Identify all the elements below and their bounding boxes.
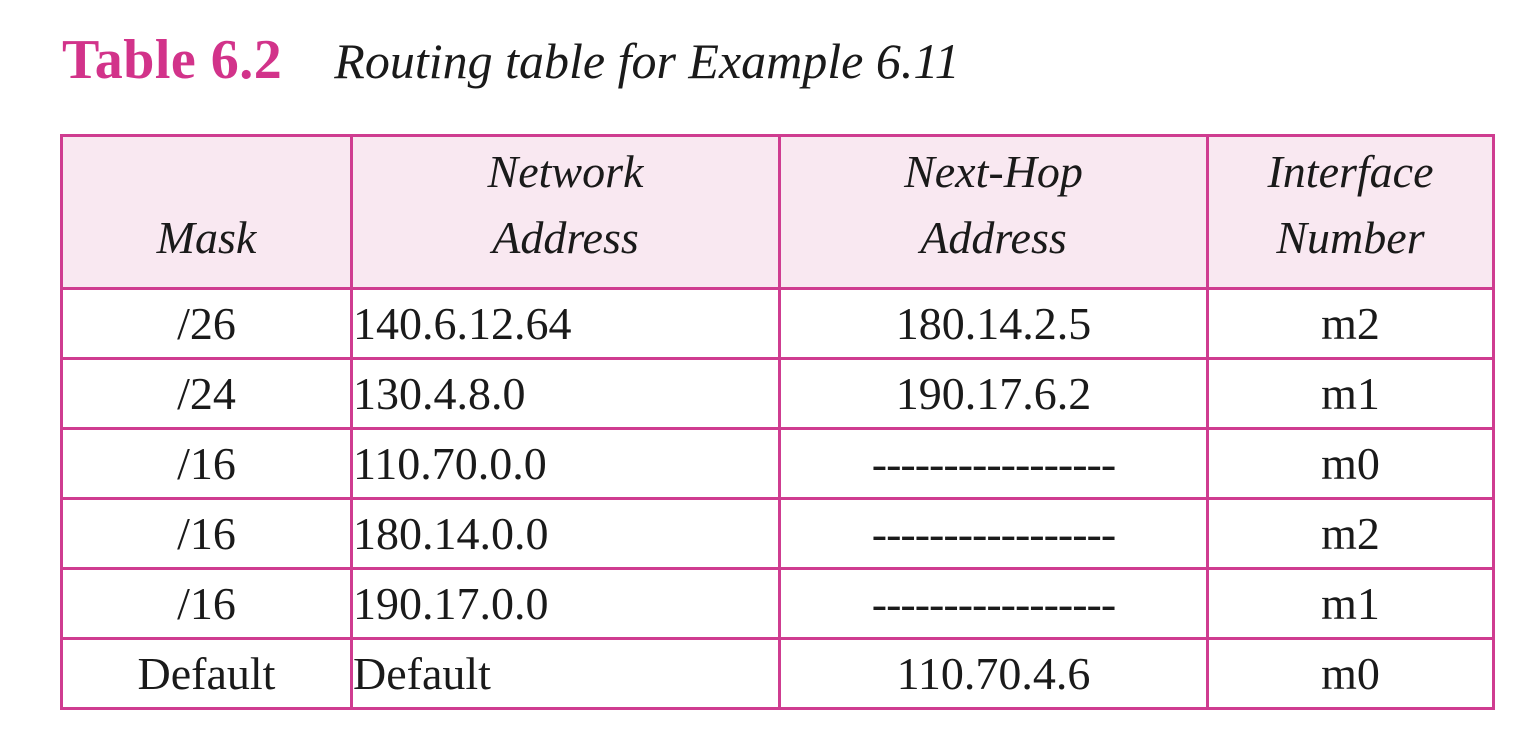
header-network-address: Network Address <box>350 134 781 290</box>
table-number: Table 6.2 <box>62 29 283 91</box>
header-interface-line2: Number <box>1276 212 1425 263</box>
table-body: /26 140.6.12.64 180.14.2.5 m2 /24 130.4.… <box>60 287 1495 710</box>
table-row: Default Default 110.70.4.6 m0 <box>60 637 1495 710</box>
header-next-hop-address: Next-Hop Address <box>778 134 1209 290</box>
cell-next-hop-address: 180.14.2.5 <box>778 287 1209 360</box>
cell-mask: Default <box>60 637 353 710</box>
header-interface-line1: Interface <box>1267 146 1434 197</box>
table-row: /26 140.6.12.64 180.14.2.5 m2 <box>60 287 1495 360</box>
header-network-line2: Address <box>492 212 639 263</box>
cell-network-address: Default <box>350 637 781 710</box>
cell-network-address: 190.17.0.0 <box>350 567 781 640</box>
table-row: /16 180.14.0.0 ----------------- m2 <box>60 497 1495 570</box>
table-row: /16 190.17.0.0 ----------------- m1 <box>60 567 1495 640</box>
cell-next-hop-address: ----------------- <box>778 497 1209 570</box>
header-mask: Mask <box>60 134 353 290</box>
cell-network-address: 110.70.0.0 <box>350 427 781 500</box>
header-next-hop-line1: Next-Hop <box>904 146 1083 197</box>
header-row: Mask Network Address Next-Hop Address In… <box>60 134 1495 290</box>
cell-next-hop-address: 110.70.4.6 <box>778 637 1209 710</box>
cell-network-address: 140.6.12.64 <box>350 287 781 360</box>
table-caption: Table 6.2 Routing table for Example 6.11 <box>62 28 960 108</box>
header-interface-number: Interface Number <box>1206 134 1495 290</box>
header-mask-line1 <box>63 139 350 205</box>
cell-interface-number: m0 <box>1206 637 1495 710</box>
cell-mask: /26 <box>60 287 353 360</box>
cell-network-address: 180.14.0.0 <box>350 497 781 570</box>
cell-interface-number: m2 <box>1206 287 1495 360</box>
cell-interface-number: m0 <box>1206 427 1495 500</box>
cell-next-hop-address: 190.17.6.2 <box>778 357 1209 430</box>
header-next-hop-line2: Address <box>920 212 1067 263</box>
cell-mask: /16 <box>60 567 353 640</box>
header-mask-line2: Mask <box>156 212 257 263</box>
cell-next-hop-address: ----------------- <box>778 567 1209 640</box>
routing-table: Mask Network Address Next-Hop Address In… <box>60 134 1495 710</box>
cell-interface-number: m1 <box>1206 357 1495 430</box>
header-network-line1: Network <box>487 146 644 197</box>
cell-mask: /16 <box>60 427 353 500</box>
table-row: /16 110.70.0.0 ----------------- m0 <box>60 427 1495 500</box>
cell-next-hop-address: ----------------- <box>778 427 1209 500</box>
table-title: Routing table for Example 6.11 <box>334 33 960 89</box>
table-row: /24 130.4.8.0 190.17.6.2 m1 <box>60 357 1495 430</box>
cell-interface-number: m2 <box>1206 497 1495 570</box>
table-header: Mask Network Address Next-Hop Address In… <box>60 134 1495 290</box>
cell-mask: /24 <box>60 357 353 430</box>
cell-mask: /16 <box>60 497 353 570</box>
cell-network-address: 130.4.8.0 <box>350 357 781 430</box>
cell-interface-number: m1 <box>1206 567 1495 640</box>
